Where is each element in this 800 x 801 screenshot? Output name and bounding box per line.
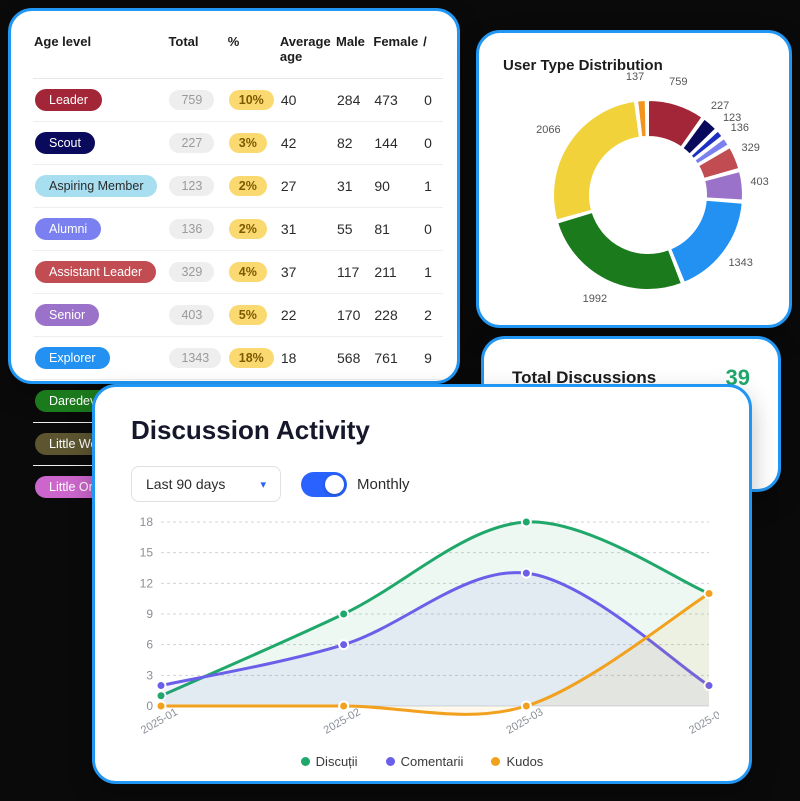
table-row: Aspiring Member 123 2% 27 31 90 1 — [33, 165, 443, 208]
table-row: Alumni 136 2% 31 55 81 0 — [33, 208, 443, 251]
data-point-Comentarii[interactable] — [339, 640, 348, 649]
chevron-down-icon: ▾ — [260, 478, 266, 491]
table-row: Assistant Leader 329 4% 37 117 211 1 — [33, 251, 443, 294]
activity-title: Discussion Activity — [131, 415, 713, 446]
user-type-distribution-card: User Type Distribution 759 227 123 136 329 40… — [476, 30, 792, 328]
y-axis-tick-label: 0 — [146, 699, 153, 713]
data-point-Kudos[interactable] — [157, 702, 166, 711]
data-point-Discuții[interactable] — [522, 518, 531, 527]
legend-dot-icon — [491, 757, 500, 766]
donut-segment-label: 1343 — [728, 257, 752, 269]
age-level-table-card: Age level Total % Average age Male Female… — [8, 8, 460, 384]
data-point-Comentarii[interactable] — [522, 569, 531, 578]
data-point-Kudos[interactable] — [705, 589, 714, 598]
legend-item-Comentarii[interactable]: Comentarii — [386, 754, 464, 769]
donut-segment[interactable] — [557, 212, 682, 290]
donut-segment-label: 403 — [750, 176, 768, 188]
donut-segment[interactable] — [553, 101, 640, 221]
donut-segment-label: 759 — [669, 76, 687, 88]
col-header-pct: % — [227, 33, 279, 79]
legend-dot-icon — [386, 757, 395, 766]
donut-chart-svg — [503, 80, 800, 310]
activity-chart-legend: Discuții Comentarii Kudos — [131, 754, 713, 769]
col-header-female: Female — [372, 33, 422, 79]
donut-segment[interactable] — [670, 200, 743, 283]
x-axis-tick-label: 2025-04 — [687, 706, 719, 737]
table-row: Scout 227 3% 42 82 144 0 — [33, 122, 443, 165]
data-point-Kudos[interactable] — [522, 702, 531, 711]
col-header-age-level: Age level — [33, 33, 167, 79]
legend-dot-icon — [301, 757, 310, 766]
y-axis-tick-label: 12 — [140, 576, 154, 590]
y-axis-tick-label: 15 — [140, 546, 154, 560]
date-range-select[interactable]: Last 90 days ▾ — [131, 466, 281, 502]
donut-segment-label: 137 — [626, 71, 644, 83]
donut-segment-label: 2066 — [536, 124, 560, 136]
donut-segment-label: 1992 — [583, 293, 607, 305]
discussion-activity-card: Discussion Activity Last 90 days ▾ Month… — [92, 384, 752, 784]
y-axis-tick-label: 9 — [146, 607, 153, 621]
data-point-Comentarii[interactable] — [157, 681, 166, 690]
table-row: Senior 403 5% 22 170 228 2 — [33, 294, 443, 337]
table-row: Leader 759 10% 40 284 473 0 — [33, 79, 443, 122]
y-axis-tick-label: 18 — [140, 515, 154, 529]
donut-segment-label: 227 — [711, 100, 729, 112]
col-header-male: Male — [335, 33, 372, 79]
y-axis-tick-label: 3 — [146, 668, 153, 682]
data-point-Discuții[interactable] — [339, 610, 348, 619]
monthly-toggle-knob — [325, 475, 344, 494]
donut-segment-label: 136 — [731, 122, 749, 134]
col-header-avg-age: Average age — [279, 33, 335, 79]
col-header-slash: / — [422, 33, 443, 79]
donut-chart-area: 759 227 123 136 329 403 1343 1992 2066 137 — [503, 80, 765, 310]
y-axis-tick-label: 6 — [146, 638, 153, 652]
monthly-toggle[interactable]: Monthly — [301, 472, 410, 497]
legend-item-Kudos[interactable]: Kudos — [491, 754, 543, 769]
donut-segment-label: 329 — [742, 142, 760, 154]
data-point-Kudos[interactable] — [339, 702, 348, 711]
legend-item-Discuții[interactable]: Discuții — [301, 754, 358, 769]
activity-controls: Last 90 days ▾ Monthly — [131, 466, 713, 502]
col-header-total: Total — [167, 33, 226, 79]
monthly-toggle-switch[interactable] — [301, 472, 347, 497]
activity-chart-area: 0 3 6 9 12 15 18 2025-01 2025-02 2025-03 2025-04 — [131, 512, 713, 742]
table-row: Explorer 1343 18% 18 568 761 9 — [33, 337, 443, 380]
